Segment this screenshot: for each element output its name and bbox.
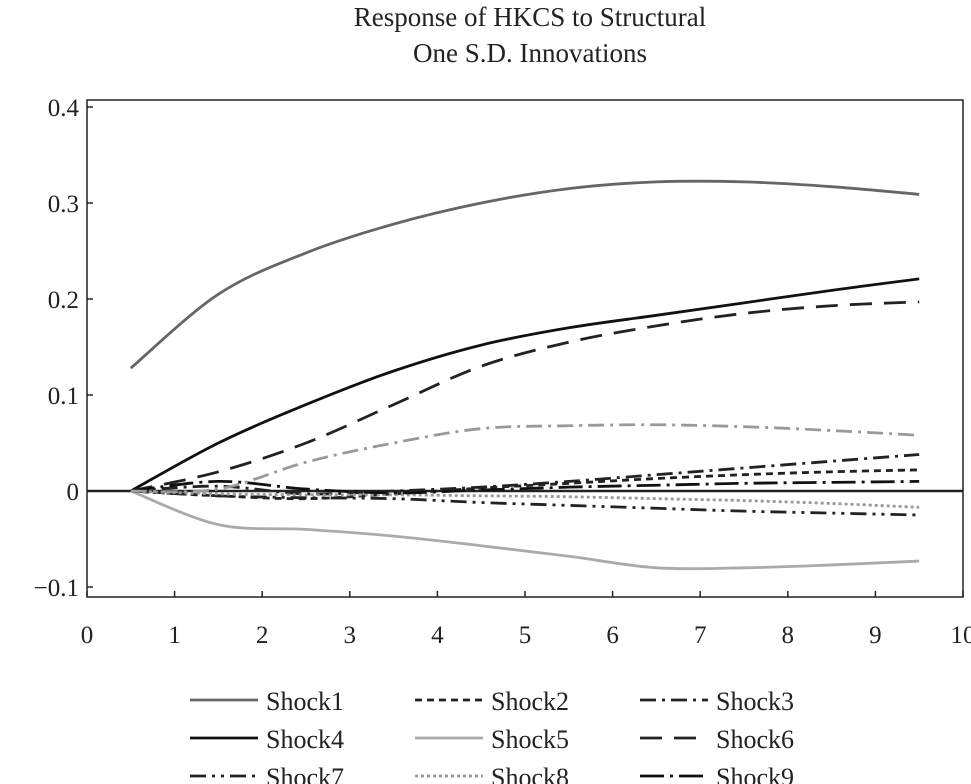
y-tick-label: 0.3	[48, 191, 79, 218]
series-line-shock4	[130, 277, 920, 493]
x-tick-label: 0	[81, 622, 94, 649]
series-line-shock8	[130, 489, 920, 509]
x-tick-label: 2	[256, 622, 269, 649]
x-tick-label: 10	[951, 622, 971, 649]
x-tick-label: 8	[782, 622, 795, 649]
series-line-shock6	[130, 300, 920, 493]
x-tick-label: 3	[344, 622, 357, 649]
series-line-shock7	[130, 489, 920, 517]
legend-label: Shock1	[266, 687, 344, 716]
x-tick-label: 7	[694, 622, 707, 649]
y-tick-label: 0.4	[48, 95, 80, 122]
series-line-unlabeled	[130, 423, 920, 494]
series-line-shock3	[130, 453, 920, 496]
chart-subtitle: One S.D. Innovations	[413, 38, 647, 68]
x-tick-label: 6	[606, 622, 619, 649]
y-tick-label: 0.1	[48, 383, 79, 410]
chart-title: Response of HKCS to Structural	[353, 2, 707, 32]
series-line-shock9	[130, 479, 920, 495]
series-line-shock5	[130, 489, 920, 571]
plot-frame	[86, 99, 964, 598]
x-tick-label: 5	[519, 622, 532, 649]
legend-label: Shock2	[491, 687, 569, 716]
legend-label: Shock7	[266, 763, 344, 784]
y-tick-label: 0.2	[48, 287, 79, 314]
x-tick-label: 9	[869, 622, 882, 649]
legend-label: Shock3	[716, 687, 794, 716]
legend-label: Shock6	[716, 725, 794, 754]
legend-label: Shock5	[491, 725, 569, 754]
legend-label: Shock4	[266, 725, 344, 754]
y-tick-label: −0.1	[34, 575, 79, 602]
legend-label: Shock9	[716, 763, 794, 784]
legend-label: Shock8	[491, 763, 569, 784]
y-tick-label: 0	[67, 479, 80, 506]
x-tick-label: 4	[431, 622, 444, 649]
series-line-shock1	[129, 179, 920, 370]
x-tick-label: 1	[168, 622, 181, 649]
